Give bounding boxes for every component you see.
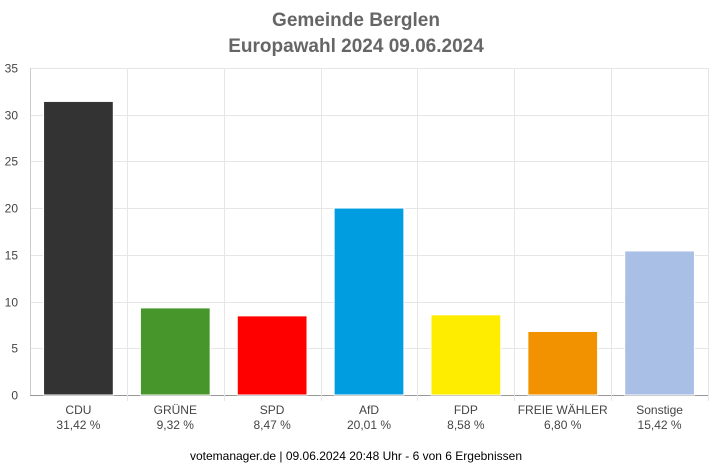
category-label: CDU (65, 403, 91, 417)
y-tick-label: 10 (5, 296, 19, 310)
category-label: Sonstige (636, 403, 683, 417)
y-tick-label: 35 (5, 62, 19, 76)
value-label: 20,01 % (347, 418, 391, 432)
category-label: AfD (359, 403, 379, 417)
y-tick-label: 20 (5, 202, 19, 216)
value-label: 15,42 % (638, 418, 682, 432)
chart-subtitle: Europawahl 2024 09.06.2024 (228, 36, 484, 57)
value-label: 31,42 % (56, 418, 100, 432)
bar-afd (333, 207, 405, 396)
bar-grüne (139, 307, 211, 396)
bar-fdp (430, 314, 502, 396)
y-tick-label: 0 (11, 389, 18, 403)
value-label: 8,47 % (253, 418, 291, 432)
y-axis: 0 5 10 15 20 25 30 35 (5, 62, 19, 403)
category-label: FDP (454, 403, 478, 417)
bar-cdu (43, 100, 114, 396)
bar-sonstige (624, 250, 695, 396)
category-label: SPD (260, 403, 285, 417)
y-tick-label: 15 (5, 249, 19, 263)
value-label: 8,58 % (447, 418, 485, 432)
bar-spd (236, 315, 308, 396)
bars (43, 100, 695, 396)
value-label: 6,80 % (544, 418, 582, 432)
y-tick-label: 5 (11, 342, 18, 356)
chart-title: Gemeinde Berglen (272, 10, 440, 31)
category-label: FREIE WÄHLER (518, 403, 608, 417)
y-tick-label: 25 (5, 155, 19, 169)
category-label: GRÜNE (154, 403, 197, 417)
value-label: 9,32 % (157, 418, 195, 432)
footer-text: votemanager.de | 09.06.2024 20:48 Uhr - … (190, 449, 522, 463)
y-tick-label: 30 (5, 109, 19, 123)
bar-freie-wähler (527, 330, 599, 396)
